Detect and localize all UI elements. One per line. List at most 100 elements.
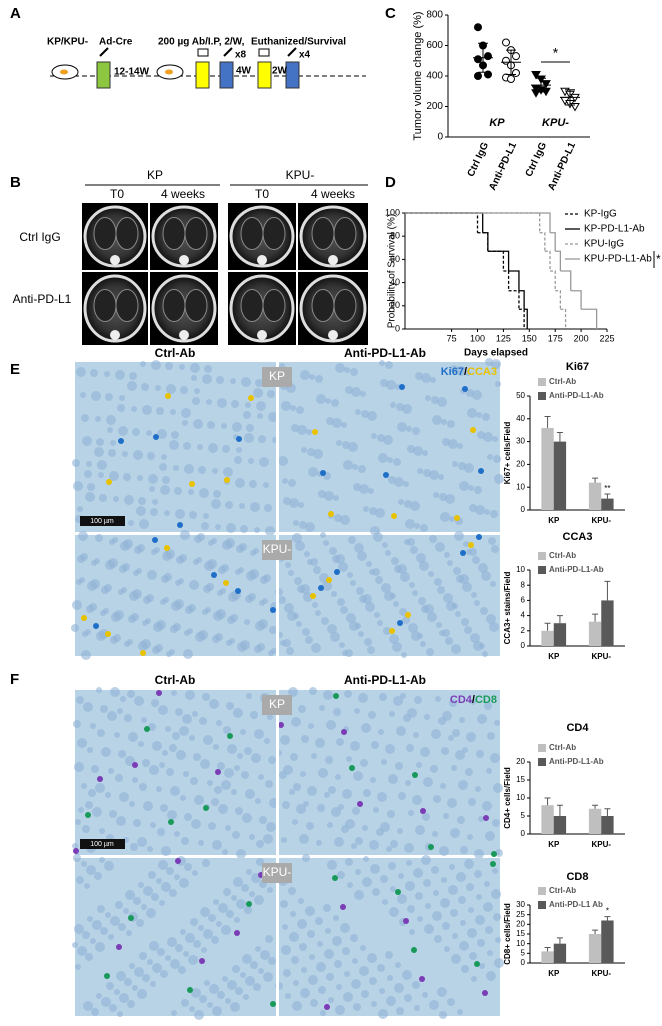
nucleus — [71, 624, 79, 632]
nucleus — [194, 535, 202, 543]
nucleus — [143, 596, 151, 604]
nucleus — [459, 941, 469, 951]
nucleus — [313, 449, 323, 459]
nucleus — [475, 915, 485, 925]
nucleus — [117, 1011, 123, 1017]
nucleus — [420, 524, 428, 532]
nucleus — [101, 997, 111, 1007]
stained-cell — [470, 427, 476, 433]
nucleus — [108, 768, 114, 774]
nucleus — [152, 646, 160, 654]
nucleus — [91, 391, 101, 401]
nucleus — [367, 411, 377, 421]
nucleus — [479, 643, 485, 649]
nucleus — [142, 620, 148, 626]
survival-step — [477, 232, 489, 252]
nucleus — [464, 859, 474, 869]
panel-label: F — [10, 671, 19, 688]
nucleus — [232, 422, 242, 432]
nucleus — [449, 864, 455, 870]
nucleus — [485, 831, 495, 841]
x-tick-label: KP — [548, 969, 560, 978]
nucleus — [207, 421, 215, 429]
nucleus — [217, 398, 227, 408]
legend-swatch — [538, 552, 546, 560]
nucleus — [470, 633, 480, 643]
stained-cell — [428, 844, 434, 850]
nucleus — [180, 929, 186, 935]
nucleus — [492, 436, 498, 442]
nucleus — [460, 920, 466, 926]
nucleus — [487, 454, 493, 460]
nucleus — [301, 447, 307, 453]
nucleus — [402, 970, 412, 980]
nucleus — [481, 571, 491, 581]
nucleus — [416, 553, 426, 563]
nucleus — [118, 923, 126, 931]
nucleus — [87, 916, 93, 922]
nucleus — [341, 422, 347, 428]
stained-cell — [332, 875, 338, 881]
nucleus — [332, 418, 342, 428]
tumor-icon — [165, 69, 173, 75]
error-bar — [544, 416, 551, 428]
stained-cell — [320, 470, 326, 476]
y-tick-label: 10 — [516, 482, 525, 491]
y-tick-label: 20 — [516, 757, 525, 766]
nucleus — [255, 379, 263, 387]
nucleus — [133, 897, 141, 905]
nucleus — [82, 631, 88, 637]
nucleus — [347, 572, 353, 578]
nucleus — [308, 975, 318, 985]
nucleus — [438, 474, 444, 480]
nucleus — [72, 942, 78, 948]
stained-cell — [270, 1001, 276, 1007]
y-tick-label: 40 — [516, 414, 525, 423]
nucleus — [223, 888, 231, 896]
group-label: KP — [489, 117, 505, 129]
nucleus — [451, 644, 461, 654]
stained-cell — [391, 513, 397, 519]
nucleus — [354, 708, 360, 714]
nucleus — [385, 550, 391, 556]
ct-lung — [184, 217, 208, 250]
stained-cell — [333, 693, 339, 699]
bar — [553, 816, 567, 834]
nucleus — [250, 502, 260, 512]
nucleus — [82, 436, 92, 446]
nucleus — [165, 955, 171, 961]
nucleus — [492, 819, 500, 827]
nucleus — [397, 564, 407, 574]
legend-swatch — [538, 392, 546, 400]
nucleus — [185, 606, 193, 614]
survival-step — [405, 212, 541, 233]
nucleus — [166, 651, 172, 657]
nucleus — [139, 952, 147, 960]
nucleus — [96, 438, 104, 446]
nucleus — [390, 886, 396, 892]
nucleus — [122, 451, 128, 457]
nucleus — [194, 1010, 204, 1020]
nucleus — [140, 361, 146, 367]
stained-cell — [341, 729, 347, 735]
nucleus — [371, 1001, 377, 1007]
nucleus — [263, 972, 273, 982]
nucleus — [309, 374, 315, 380]
nucleus — [423, 879, 431, 887]
nucleus — [157, 429, 167, 439]
chart-title: CCA3 — [563, 531, 593, 543]
nucleus — [202, 859, 210, 867]
nucleus — [327, 624, 337, 634]
nucleus — [467, 834, 473, 840]
tumor-icon — [60, 69, 68, 75]
nucleus — [180, 530, 190, 540]
nucleus — [188, 955, 198, 965]
imaging-box — [195, 61, 210, 89]
nucleus — [232, 831, 240, 839]
nucleus — [248, 458, 254, 464]
nucleus — [324, 792, 330, 798]
nucleus — [78, 531, 88, 541]
nucleus — [429, 1000, 439, 1010]
nucleus — [367, 953, 377, 963]
nucleus — [263, 482, 269, 488]
